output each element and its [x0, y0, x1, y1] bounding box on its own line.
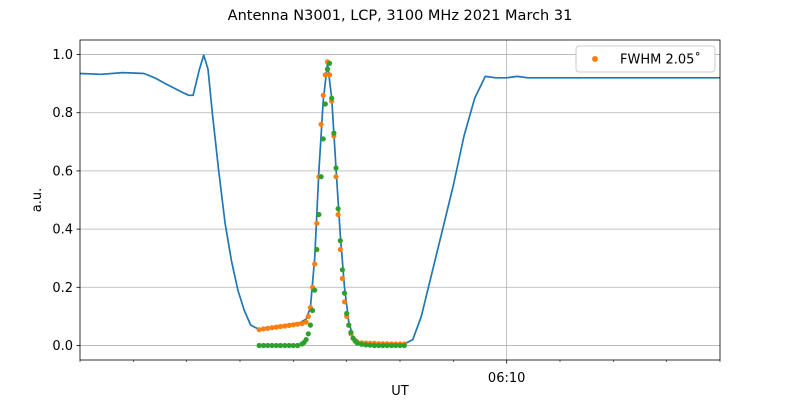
model-point	[376, 342, 382, 349]
fwhm-point	[341, 299, 348, 305]
y-tick-label: 0.0	[52, 339, 73, 354]
model-point	[256, 342, 262, 349]
model-point	[344, 310, 350, 317]
model-point	[282, 342, 288, 349]
fwhm-point	[303, 319, 309, 325]
model-point	[316, 211, 322, 218]
model-point	[265, 342, 271, 349]
series-line	[79, 54, 720, 346]
y-tick-label: 0.2	[52, 281, 73, 296]
model-point	[388, 342, 395, 349]
fwhm-point	[318, 121, 324, 127]
fwhm-point	[327, 72, 333, 78]
y-axis-label: a.u.	[30, 188, 45, 212]
legend-label: FWHM 2.05˚	[620, 52, 701, 68]
legend-marker	[592, 56, 598, 62]
model-point	[305, 331, 311, 337]
fwhm-point	[320, 92, 326, 98]
model-point	[260, 342, 267, 349]
model-point	[269, 342, 275, 349]
model-point	[273, 342, 279, 349]
fwhm-point	[337, 246, 343, 253]
model-point	[335, 206, 341, 212]
fwhm-point	[339, 275, 345, 282]
model-point	[277, 342, 284, 349]
model-point	[307, 322, 313, 328]
fwhm-point	[260, 326, 267, 332]
model-point	[322, 101, 328, 107]
model-point	[341, 290, 348, 296]
fwhm-point	[312, 261, 318, 267]
legend: FWHM 2.05˚	[575, 45, 716, 73]
model-point	[314, 246, 320, 253]
model-point	[354, 340, 360, 346]
fwhm-point	[305, 313, 311, 319]
model-point	[359, 341, 365, 347]
fwhm-point	[273, 324, 279, 330]
model-point	[367, 342, 373, 348]
model-point	[303, 337, 309, 343]
model-point	[290, 342, 296, 349]
fwhm-point	[286, 322, 292, 328]
model-point	[333, 165, 339, 171]
model-point	[286, 342, 292, 349]
model-point	[339, 267, 345, 273]
y-tick-label: 0.4	[52, 223, 73, 238]
fwhm-point	[256, 327, 262, 333]
model-point	[318, 174, 324, 180]
model-point	[371, 342, 377, 349]
model-point	[380, 342, 386, 349]
legend-box	[575, 45, 716, 73]
model-point	[346, 322, 352, 328]
model-point	[337, 238, 343, 244]
model-point	[327, 60, 333, 66]
fwhm-point	[277, 323, 284, 330]
model-point	[363, 342, 369, 348]
fwhm-point	[265, 325, 271, 331]
y-tick-label: 1.0	[52, 48, 73, 63]
model-point	[384, 342, 390, 349]
x-axis-label: UT	[391, 384, 409, 399]
fwhm-point	[322, 72, 328, 78]
fwhm-point	[282, 323, 288, 329]
axes: 0.0 0.2 0.4 0.6 0.8 1.0 06:10	[52, 48, 721, 386]
fwhm-point	[333, 174, 339, 180]
model-point	[312, 287, 318, 293]
model-point	[348, 329, 354, 335]
model-point	[295, 342, 301, 349]
series-layer	[79, 54, 720, 349]
fwhm-point	[295, 321, 301, 327]
model-point	[397, 342, 403, 349]
model-point	[320, 136, 326, 142]
x-tick-label: 06:10	[488, 371, 525, 386]
y-tick-label: 0.8	[52, 106, 73, 121]
chart-title: Antenna N3001, LCP, 3100 MHz 2021 March …	[228, 8, 573, 24]
model-point	[393, 342, 399, 349]
fwhm-point	[290, 322, 296, 328]
fwhm-point	[314, 220, 320, 226]
y-tick-label: 0.6	[52, 164, 73, 179]
model-point	[329, 95, 335, 101]
fwhm-point	[335, 211, 341, 218]
model-point	[324, 66, 331, 72]
model-point	[309, 307, 316, 314]
model-point	[331, 130, 337, 136]
fwhm-point	[299, 321, 305, 327]
fwhm-point	[269, 325, 275, 331]
model-point	[401, 342, 407, 349]
